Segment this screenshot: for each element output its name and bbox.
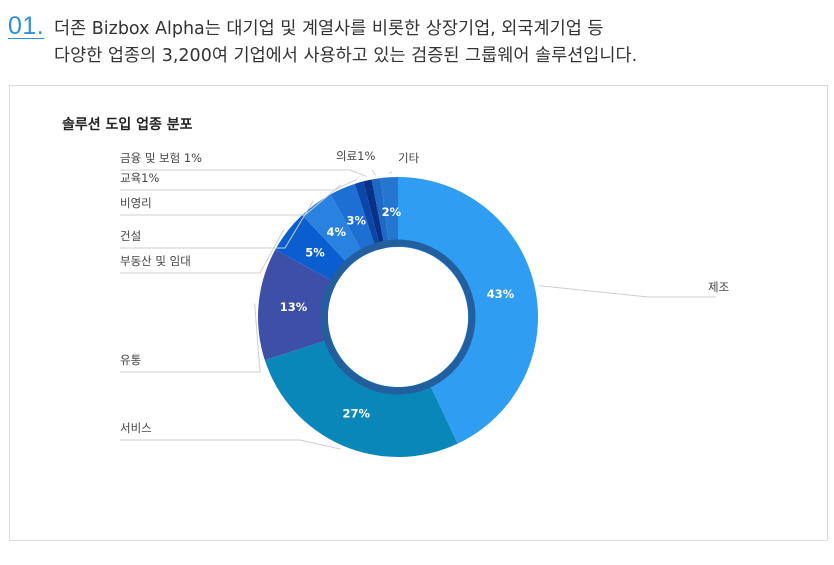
donut-slice (398, 177, 538, 444)
slice-category-label: 부동산 및 임대 (120, 254, 191, 268)
section-number: 01. (8, 12, 45, 40)
slice-category-label: 비영리 (120, 196, 152, 210)
donut-slice (371, 178, 390, 249)
slice-value-label: 4% (327, 225, 347, 239)
donut-slice (363, 179, 385, 250)
leader-line (120, 169, 367, 177)
chart-title: 솔루션 도입 업종 분포 (62, 117, 193, 133)
leader-line (371, 169, 376, 176)
leader-line (120, 303, 261, 373)
slice-category-label: 제조 (708, 280, 729, 294)
donut-slice (354, 181, 381, 251)
slice-value-label: 5% (305, 246, 325, 260)
donut-slice (380, 177, 398, 248)
slice-category-label: 유통 (120, 353, 141, 367)
slice-value-label: 13% (280, 300, 308, 314)
slice-category-label: 교육1% (120, 171, 159, 185)
donut-slice (258, 249, 337, 361)
slice-category-label: 금융 및 보험 1% (120, 151, 202, 165)
slice-value-label: 27% (343, 406, 371, 420)
leader-line (120, 228, 285, 274)
donut-slice (330, 183, 377, 256)
slice-category-label: 의료1% (336, 149, 375, 163)
intro-line-1: 더존 Bizbox Alpha는 대기업 및 계열사를 비롯한 상장기업, 외국… (54, 19, 604, 39)
leader-line (120, 439, 341, 450)
leader-line (120, 184, 342, 216)
slice-category-label: 기타 (398, 151, 420, 165)
leader-line (120, 178, 359, 191)
inner-ring (320, 239, 476, 395)
donut-slice (264, 338, 458, 457)
slice-category-label: 서비스 (120, 421, 152, 435)
intro-line-2: 다양한 업종의 3,200여 기업에서 사용하고 있는 검증된 그룹웨어 솔루션… (54, 46, 638, 66)
leader-line (538, 285, 716, 298)
slice-value-label: 43% (487, 287, 515, 301)
leader-line (120, 200, 314, 249)
slice-value-label: 2% (382, 205, 402, 219)
donut-slice (302, 194, 365, 266)
slice-value-label: 3% (347, 214, 367, 228)
slice-category-label: 건설 (120, 229, 141, 243)
leader-line (388, 171, 393, 174)
donut-hole (328, 247, 468, 387)
